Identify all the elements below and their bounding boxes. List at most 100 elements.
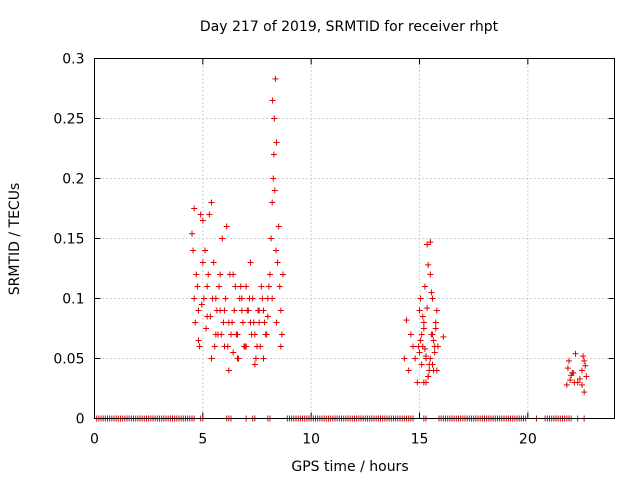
data-point [235, 355, 242, 362]
data-point [579, 381, 585, 388]
data-point [204, 283, 211, 290]
data-point [414, 379, 421, 386]
data-point [209, 295, 216, 302]
data-points [93, 75, 590, 422]
data-point [202, 247, 208, 254]
data-point [431, 343, 438, 350]
data-point [232, 283, 239, 290]
data-point [237, 283, 244, 290]
x-axis-label: GPS time / hours [291, 459, 408, 475]
data-point [271, 115, 278, 122]
data-point [265, 283, 272, 290]
data-point [194, 283, 201, 290]
data-point [273, 139, 280, 146]
data-point [576, 375, 583, 382]
data-point [567, 377, 574, 384]
data-point [280, 271, 286, 278]
data-point [421, 283, 428, 290]
data-point [205, 271, 212, 278]
data-point [424, 241, 431, 248]
y-tick-label: 0.15 [53, 232, 84, 248]
y-tick-label: 0.05 [53, 352, 84, 368]
data-point [415, 343, 422, 350]
data-point [427, 355, 434, 362]
data-point [247, 319, 254, 326]
data-point [419, 313, 426, 320]
data-point [269, 199, 276, 206]
x-tick-label: 10 [302, 432, 320, 448]
data-point [401, 355, 408, 362]
data-point [425, 261, 432, 268]
grid-lines [94, 58, 615, 419]
data-point [277, 343, 284, 350]
data-point [231, 307, 238, 314]
data-point [417, 295, 424, 302]
data-point [223, 223, 230, 230]
data-point [267, 271, 273, 278]
data-point [206, 211, 213, 218]
data-point [190, 247, 197, 254]
data-point [427, 271, 434, 278]
data-point [564, 365, 571, 372]
y-axis-label: SRMTID / TECUs [7, 183, 23, 296]
data-point [218, 331, 225, 338]
data-point [418, 361, 425, 368]
data-point [239, 319, 246, 326]
data-point [220, 319, 227, 326]
data-point [256, 307, 263, 314]
data-point [581, 389, 588, 396]
data-point [199, 259, 206, 266]
data-point [429, 361, 436, 368]
y-tick-label: 0.3 [62, 52, 84, 68]
data-point [405, 367, 412, 374]
data-point [208, 355, 215, 362]
data-point [277, 307, 284, 314]
data-point [273, 247, 280, 254]
data-point [203, 325, 210, 332]
x-tick-label: 0 [90, 432, 99, 448]
data-point [432, 319, 439, 326]
data-point [219, 235, 226, 242]
data-point [210, 259, 217, 266]
data-point [433, 307, 440, 314]
data-point [430, 337, 437, 344]
data-point [212, 331, 219, 338]
data-point [244, 307, 251, 314]
data-point [563, 381, 570, 388]
data-point [195, 337, 202, 344]
data-point [208, 199, 215, 206]
data-point [429, 331, 436, 338]
data-point [431, 349, 438, 356]
data-point [572, 350, 579, 357]
data-point [276, 283, 283, 290]
data-point [579, 367, 585, 374]
data-point [410, 343, 416, 350]
data-point [261, 319, 268, 326]
data-point [259, 295, 266, 302]
data-point [222, 295, 229, 302]
data-point [204, 313, 211, 320]
data-point [260, 355, 267, 362]
data-point [217, 307, 224, 314]
data-point [263, 331, 270, 338]
data-point [403, 317, 410, 324]
data-point [269, 97, 276, 104]
data-point [420, 319, 427, 326]
data-point [440, 333, 447, 340]
axis-ticks: 0 0.05 0.1 0.15 0.2 0.25 0.3 0 5 10 15 20 [53, 52, 615, 448]
data-point [407, 331, 414, 338]
data-point [211, 343, 218, 350]
data-point [427, 239, 434, 246]
data-point [225, 367, 232, 374]
data-point [199, 217, 206, 224]
data-point [238, 295, 245, 302]
data-point [217, 271, 224, 278]
data-point [191, 205, 198, 212]
data-point [243, 283, 250, 290]
y-tick-label: 0.1 [62, 292, 84, 308]
data-point [198, 301, 205, 308]
data-point [423, 353, 429, 360]
data-point [271, 187, 278, 194]
data-point [583, 373, 590, 380]
